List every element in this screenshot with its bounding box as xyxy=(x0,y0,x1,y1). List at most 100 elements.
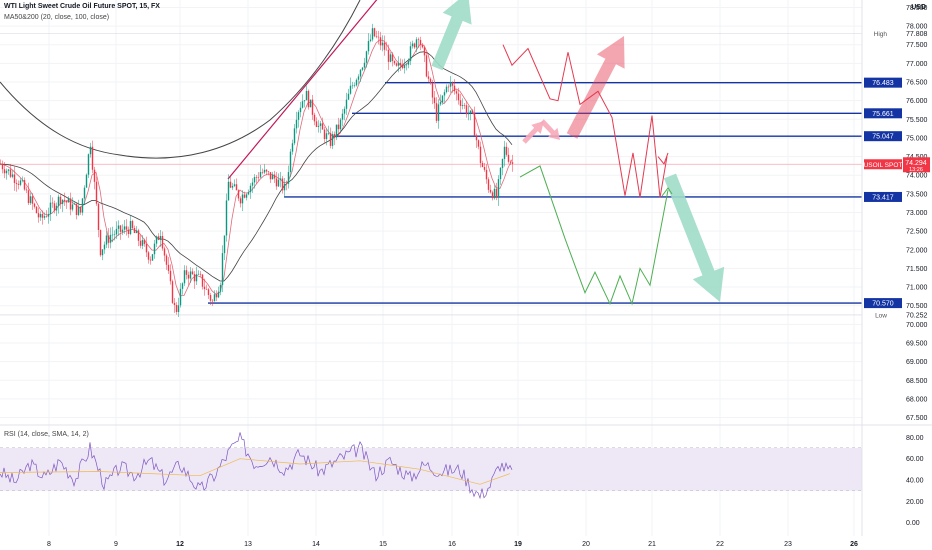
y-tick-label: 76.000 xyxy=(906,98,928,105)
candle-body xyxy=(189,271,192,279)
candle-body xyxy=(245,194,248,198)
candle-body xyxy=(131,221,134,229)
candle-body xyxy=(105,235,108,245)
ma-long-curve xyxy=(0,0,361,159)
candle-body xyxy=(251,182,254,186)
candle-body xyxy=(109,234,112,243)
candle-body xyxy=(229,181,232,188)
x-tick-label: 19 xyxy=(514,541,522,548)
candle-body xyxy=(243,194,246,198)
candle-body xyxy=(329,133,332,146)
y-tick-label: 73.500 xyxy=(906,191,928,198)
candle-body xyxy=(185,270,188,275)
candle-body xyxy=(111,234,114,236)
candle-body xyxy=(145,243,148,253)
candle-body xyxy=(439,102,442,105)
candle-body xyxy=(279,178,282,180)
candle-body xyxy=(259,172,262,178)
candle-body xyxy=(135,230,138,234)
candle-body xyxy=(127,229,130,235)
candle-body xyxy=(443,92,446,96)
candle-body xyxy=(347,93,350,100)
y-tick-label: 78.000 xyxy=(906,24,928,31)
candle-body xyxy=(425,55,428,77)
candle-body xyxy=(481,163,484,167)
currency-label: USD xyxy=(911,4,926,11)
candle-body xyxy=(255,177,258,178)
candle-body xyxy=(319,123,322,126)
candle-body xyxy=(467,113,470,115)
candle-body xyxy=(501,158,504,168)
last-price-value: 74.294 xyxy=(905,160,927,167)
candle-body xyxy=(379,37,382,46)
candle-body xyxy=(221,253,224,285)
candle-body xyxy=(265,169,268,172)
candle-body xyxy=(97,203,100,230)
candle-body xyxy=(509,161,512,163)
x-tick-label: 8 xyxy=(47,541,51,548)
candle-body xyxy=(13,174,16,183)
candle-body xyxy=(157,236,160,240)
rsi-tick-label: 0.00 xyxy=(906,520,920,527)
candle-body xyxy=(335,124,338,138)
red-up-arrow xyxy=(566,36,625,139)
candle-body xyxy=(343,108,346,114)
x-tick-label: 23 xyxy=(784,541,792,548)
candle-body xyxy=(293,128,296,144)
candle-body xyxy=(107,235,110,243)
ma-indicator-label[interactable]: MA50&200 (20, close, 100, close) xyxy=(4,14,110,21)
candle-body xyxy=(129,221,132,235)
candle-body xyxy=(393,61,396,64)
candle-body xyxy=(169,270,172,282)
candle-body xyxy=(433,97,436,104)
candle-body xyxy=(223,235,226,254)
level-price-tag xyxy=(864,298,902,309)
candle-body xyxy=(435,103,438,121)
candle-body xyxy=(277,179,280,187)
candle-body xyxy=(161,236,164,249)
candle-body xyxy=(71,204,74,210)
candle-body xyxy=(27,190,30,204)
candle-body xyxy=(399,62,402,66)
candle-body xyxy=(5,170,8,174)
candle-body xyxy=(55,205,58,211)
candle-body xyxy=(79,206,82,213)
y-tick-label: 78.500 xyxy=(906,5,928,12)
candle-body xyxy=(461,105,464,106)
rsi-indicator-label[interactable]: RSI (14, close, SMA, 14, 2) xyxy=(4,431,89,438)
candle-body xyxy=(389,54,392,62)
candle-body xyxy=(289,151,292,173)
candle-body xyxy=(421,44,424,48)
rsi-signal-line xyxy=(0,458,511,485)
teal-up-arrow xyxy=(431,0,472,71)
candle-body xyxy=(237,190,240,199)
candle-body xyxy=(507,154,510,162)
grid xyxy=(0,0,862,536)
projection-paths xyxy=(502,44,669,306)
candle-body xyxy=(35,206,38,214)
candle-body xyxy=(125,226,128,230)
candle-body xyxy=(249,185,252,193)
candle-body xyxy=(469,110,472,114)
candle-body xyxy=(147,252,150,260)
candle-body xyxy=(23,180,26,190)
candle-body xyxy=(53,203,56,211)
candle-body xyxy=(351,85,354,87)
price-axis: 78.500 78.000 77.500 77.000 76.500 76.000 75.5… xyxy=(906,5,928,422)
candle-body xyxy=(191,271,194,275)
chart-title: WTI Light Sweet Crude Oil Future SPOT, 1… xyxy=(4,3,160,10)
candle-body xyxy=(225,200,228,236)
candle-body xyxy=(61,199,64,205)
horizontal-levels xyxy=(0,32,862,316)
price-series xyxy=(0,23,514,318)
candle-body xyxy=(471,110,474,114)
candle-body xyxy=(233,184,236,186)
candle-body xyxy=(197,273,200,275)
candle-body xyxy=(391,54,394,62)
last-price-time: 13:26 xyxy=(909,167,923,173)
level-price-label: 76.483 xyxy=(872,80,894,87)
candle-body xyxy=(139,240,142,246)
y-tick-label: 71.000 xyxy=(906,285,928,292)
candle-body xyxy=(89,146,92,155)
